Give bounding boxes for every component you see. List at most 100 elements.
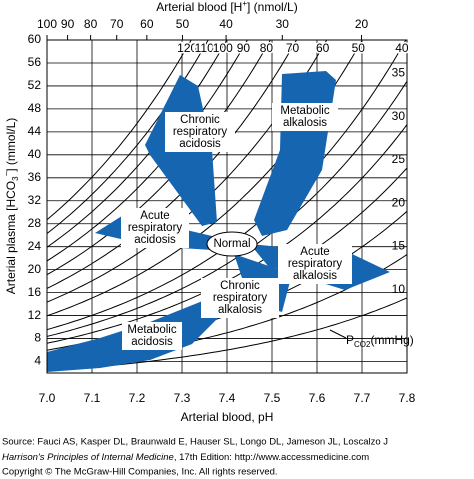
x-tick-label: 7.4 — [219, 391, 236, 405]
region-label: alkalosis — [218, 304, 262, 316]
region-label: Chronic — [180, 114, 220, 126]
pco2-isopleth — [47, 40, 363, 317]
pco2-isopleth — [47, 40, 209, 234]
region-label-box — [272, 103, 338, 131]
pco2-isopleth — [47, 40, 328, 303]
x-tick-label: 7.2 — [129, 391, 146, 405]
pco2-label: 20 — [392, 195, 406, 209]
region-label: respiratory — [173, 126, 228, 138]
x-tick-label: 7.0 — [39, 391, 56, 405]
pco2-label: 70 — [286, 41, 300, 55]
pco2-label: 100 — [213, 41, 233, 55]
y-tick-label: 16 — [28, 285, 42, 299]
region-label: Normal — [213, 238, 250, 250]
y-axis-title: Arterial plasma [HCO3−] (mmol/L) — [2, 118, 20, 295]
x-tick-label: 7.6 — [309, 391, 326, 405]
t: − — [2, 171, 11, 176]
source-line: Source: Fauci AS, Kasper DL, Braunwald E… — [2, 437, 388, 448]
source-line: Harrison's Principles of Internal Medici… — [2, 452, 369, 463]
t: ] (mmol/L) — [4, 118, 18, 172]
y-tick-label: 20 — [28, 262, 42, 276]
edition: , 17th Edition: http://www.accessmedicin… — [174, 452, 369, 463]
region-label-box — [201, 278, 279, 318]
region-label: alkalosis — [283, 117, 327, 129]
pco2-p: P — [346, 333, 354, 347]
pco2-label: 30 — [392, 109, 406, 123]
y-tick-label: 28 — [28, 216, 42, 230]
region-label: acidosis — [179, 138, 221, 150]
y-tick-label: 52 — [28, 78, 42, 92]
pco2-isopleth — [47, 40, 228, 248]
pco2-label: 25 — [392, 152, 406, 166]
y-tick-label: 40 — [28, 147, 42, 161]
region-label-box — [121, 208, 189, 248]
pco2-label: 60 — [316, 41, 330, 55]
y-tick-label: 44 — [28, 124, 42, 138]
pco2-label: 80 — [260, 41, 274, 55]
y-tick-label: 4 — [34, 354, 41, 368]
region-label-box — [165, 112, 235, 152]
t: + — [242, 0, 247, 8]
t: ] (nmol/L) — [247, 0, 298, 14]
top-tick-label: 50 — [176, 17, 190, 31]
pco2-isopleth — [47, 40, 192, 221]
pco2-label: 120 — [177, 41, 197, 55]
region-label: Chronic — [220, 280, 260, 292]
top-tick-label: 100 — [37, 17, 57, 31]
y-tick-label: 8 — [34, 331, 41, 345]
pco2-label: 15 — [392, 239, 406, 253]
top-tick-label: 90 — [61, 17, 75, 31]
x-tick-label: 7.5 — [264, 391, 281, 405]
y-tick-label: 12 — [28, 308, 42, 322]
pco2-label: 110 — [195, 41, 214, 55]
normal-ellipse — [206, 231, 258, 257]
top-tick-label: 30 — [276, 17, 290, 31]
region-label: Acute — [300, 246, 329, 258]
y-tick-label: 60 — [28, 32, 42, 46]
pco2-unit: (mmHg) — [370, 333, 413, 347]
y-tick-label: 36 — [28, 170, 42, 184]
pco2-label: 40 — [395, 41, 409, 55]
pco2-label: 10 — [392, 282, 406, 296]
pco2-label: 50 — [352, 41, 366, 55]
metabolic-alkalosis-region — [254, 71, 336, 236]
top-tick-label: 20 — [355, 17, 369, 31]
region-label: alkalosis — [293, 270, 337, 282]
region-label: respiratory — [128, 222, 183, 234]
x-axis-title: Arterial blood, pH — [181, 410, 274, 424]
region-label-box — [122, 322, 182, 350]
top-tick-label: 60 — [140, 17, 154, 31]
source-line: Copyright © The McGraw-Hill Companies, I… — [2, 467, 278, 478]
x-tick-label: 7.1 — [84, 391, 101, 405]
pco2-sub: CO2 — [354, 340, 371, 349]
region-label: acidosis — [131, 336, 173, 348]
x-tick-label: 7.8 — [399, 391, 416, 405]
t: Arterial plasma [HCO — [4, 181, 18, 294]
region-label-box — [278, 244, 352, 284]
book-title: Harrison's Principles of Internal Medici… — [2, 452, 174, 463]
y-tick-label: 32 — [28, 193, 42, 207]
grid — [46, 39, 408, 373]
region-label: respiratory — [213, 292, 268, 304]
pco2-label: 90 — [237, 41, 251, 55]
t: Arterial blood [H — [156, 0, 242, 14]
pco2-pointer — [329, 329, 347, 339]
region-label: respiratory — [288, 258, 343, 270]
x-tick-label: 7.7 — [354, 391, 371, 405]
region-label: Metabolic — [127, 324, 176, 336]
top-tick-label: 40 — [219, 17, 233, 31]
top-tick-label: 70 — [110, 17, 124, 31]
pco2-axis-label: PCO2(mmHg) — [346, 333, 414, 349]
pco2-label: 35 — [392, 66, 406, 80]
region-label: Acute — [140, 210, 169, 222]
top-axis-title: Arterial blood [H+] (nmol/L) — [156, 0, 297, 14]
y-tick-label: 48 — [28, 101, 42, 115]
pco2-isopleth — [47, 81, 407, 337]
region-label: Metabolic — [280, 105, 329, 117]
top-tick-label: 80 — [84, 17, 98, 31]
y-tick-label: 24 — [28, 239, 42, 253]
plot-frame — [46, 39, 408, 374]
region-label: acidosis — [134, 234, 176, 246]
t: 3 — [11, 176, 20, 181]
